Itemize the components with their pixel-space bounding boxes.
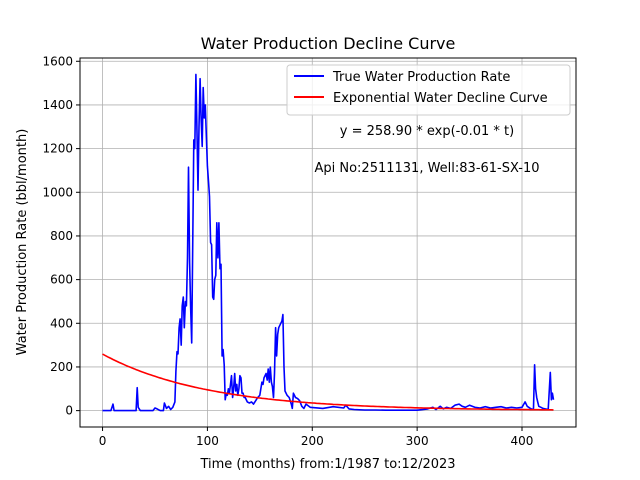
x-tick-label: 400 [511,434,534,448]
chart-title: Water Production Decline Curve [201,34,456,53]
x-tick-label: 200 [301,434,324,448]
legend: True Water Production Rate Exponential W… [286,64,571,116]
y-tick-label: 1200 [42,142,73,156]
well-annotation: Api No:2511131, Well:83-61-SX-10 [314,161,539,176]
y-tick-label: 200 [50,360,73,374]
series-line-exponential-decline-curve [102,353,554,411]
y-tick-label: 0 [65,404,73,418]
x-tick-label: 100 [196,434,219,448]
legend-label-true-rate: True Water Production Rate [332,70,510,85]
x-tick-label: 0 [99,434,107,448]
series-layer [102,73,555,412]
y-tick-label: 600 [50,273,73,287]
y-tick-label: 1000 [42,185,73,199]
y-tick-label: 400 [50,316,73,330]
y-tick-label: 800 [50,229,73,243]
plot-area [80,58,576,427]
plot-frame [79,57,577,428]
y-tick-label: 1600 [42,54,73,68]
x-axis-label: Time (months) from:1/1987 to:12/2023 [199,457,455,472]
equation-annotation: y = 258.90 * exp(-0.01 * t) [340,124,514,139]
series-line-true-water-production-rate [102,73,555,412]
legend-box [286,64,571,116]
y-tick-label: 1400 [42,98,73,112]
ticks: 0 100 200 300 400 0 200 400 600 800 1000 1200 1400 16… [42,54,533,448]
x-tick-label: 300 [406,434,429,448]
legend-label-decline-curve: Exponential Water Decline Curve [333,91,548,106]
y-axis-label: Water Production Rate (bbl/month) [15,129,30,356]
